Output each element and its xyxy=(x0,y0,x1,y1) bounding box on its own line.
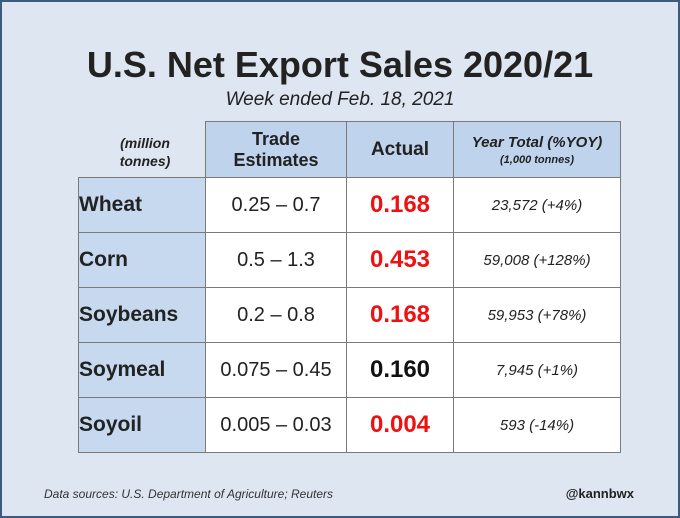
year-total-value: 593 (-14%) xyxy=(453,397,621,453)
page-title: U.S. Net Export Sales 2020/21 xyxy=(86,44,594,85)
table-row: Wheat 0.25 – 0.7 0.168 23,572 (+4%) xyxy=(78,177,621,233)
header-year-total-unit: (1,000 tonnes) xyxy=(500,153,574,166)
year-total-value: 59,953 (+78%) xyxy=(453,287,621,343)
author-handle: @kannbwx xyxy=(565,486,634,501)
actual-value: 0.453 xyxy=(346,232,454,288)
table-row: Soymeal 0.075 – 0.45 0.160 7,945 (+1%) xyxy=(78,342,621,398)
actual-value: 0.004 xyxy=(346,397,454,453)
table-row: Soybeans 0.2 – 0.8 0.168 59,953 (+78%) xyxy=(78,287,621,343)
unit-label-line1: (million xyxy=(120,135,170,151)
year-total-value: 7,945 (+1%) xyxy=(453,342,621,398)
actual-value: 0.168 xyxy=(346,287,454,343)
crop-name: Soybeans xyxy=(78,287,206,343)
year-total-value: 23,572 (+4%) xyxy=(453,177,621,233)
unit-label: (million tonnes) xyxy=(100,134,190,170)
actual-value: 0.168 xyxy=(346,177,454,233)
crop-name: Soyoil xyxy=(78,397,206,453)
subtitle: Week ended Feb. 18, 2021 xyxy=(225,89,455,110)
header-trade-line1: Trade xyxy=(251,128,301,149)
header-actual: Actual xyxy=(346,121,454,178)
trade-estimate: 0.075 – 0.45 xyxy=(205,342,347,398)
header-year-total: Year Total (%YOY) (1,000 tonnes) xyxy=(453,121,621,178)
actual-value: 0.160 xyxy=(346,342,454,398)
unit-label-line2: tonnes) xyxy=(119,153,171,169)
header-corner xyxy=(79,122,206,178)
export-sales-table: Trade Estimates Actual Year Total (%YOY)… xyxy=(78,121,621,453)
trade-estimate: 0.2 – 0.8 xyxy=(205,287,347,343)
data-sources-footer: Data sources: U.S. Department of Agricul… xyxy=(44,487,334,501)
crop-name: Wheat xyxy=(78,177,206,233)
trade-estimate: 0.5 – 1.3 xyxy=(205,232,347,288)
year-total-value: 59,008 (+128%) xyxy=(453,232,621,288)
table-row: Soyoil 0.005 – 0.03 0.004 593 (-14%) xyxy=(78,397,621,453)
crop-name: Soymeal xyxy=(78,342,206,398)
header-trade-line2: Estimates xyxy=(233,149,319,170)
crop-name: Corn xyxy=(78,232,206,288)
header-year-total-label: Year Total (%YOY) xyxy=(471,133,603,151)
table-row: Corn 0.5 – 1.3 0.453 59,008 (+128%) xyxy=(78,232,621,288)
header-trade-estimates: Trade Estimates xyxy=(205,121,347,178)
trade-estimate: 0.25 – 0.7 xyxy=(205,177,347,233)
trade-estimate: 0.005 – 0.03 xyxy=(205,397,347,453)
header-row: Trade Estimates Actual Year Total (%YOY)… xyxy=(79,121,621,178)
